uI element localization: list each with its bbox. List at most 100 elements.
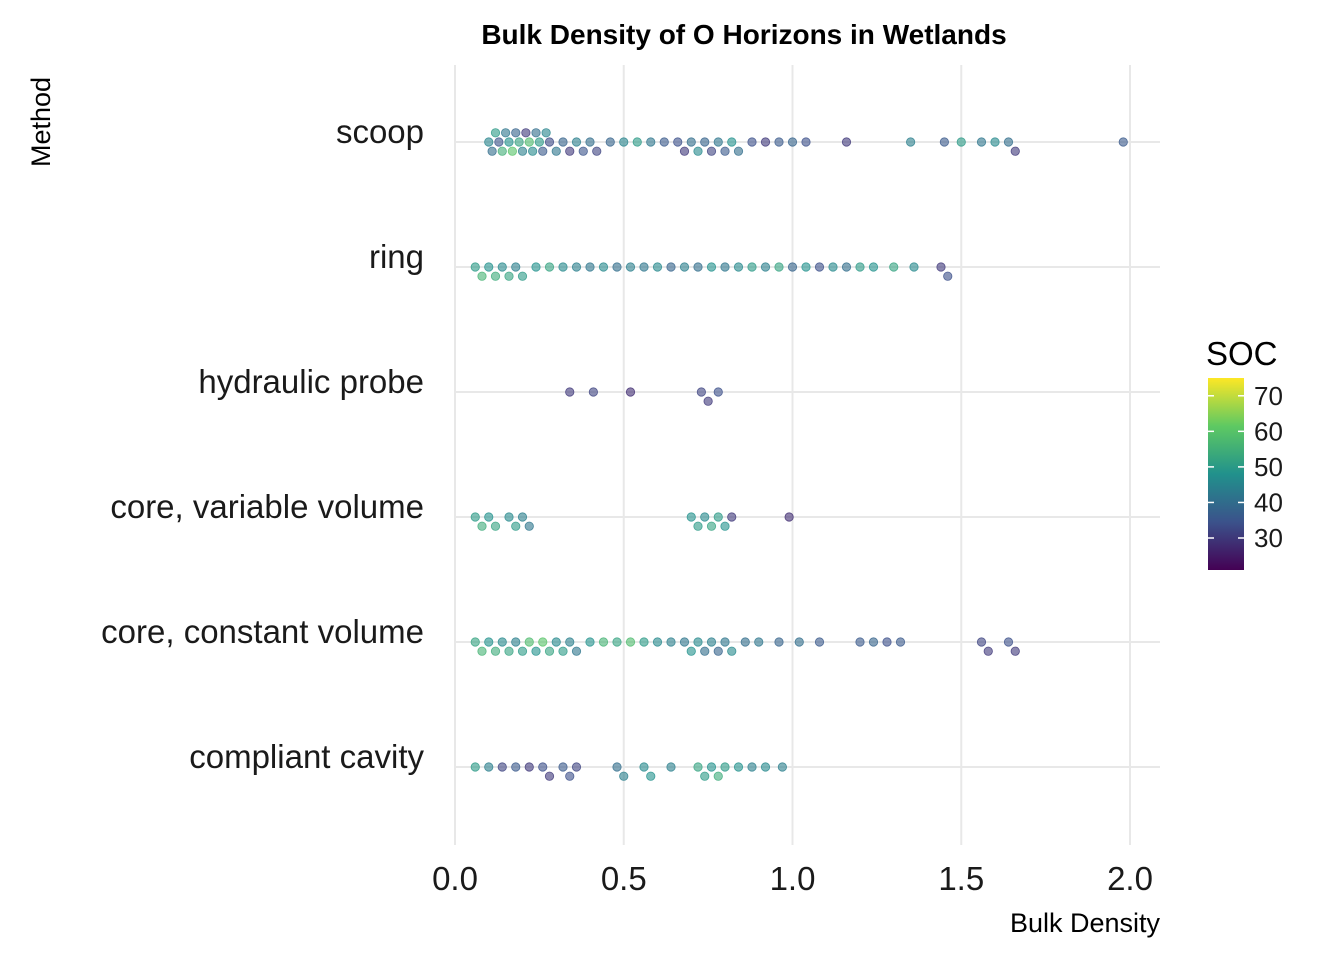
data-point — [501, 128, 511, 138]
data-point — [703, 396, 713, 406]
x-tick-label: 1.0 — [770, 860, 816, 897]
y-tick-label: core, constant volume — [101, 613, 424, 650]
data-point — [565, 771, 575, 781]
data-point — [565, 387, 575, 397]
data-point — [517, 646, 528, 656]
data-point — [740, 637, 750, 647]
data-point — [504, 137, 514, 147]
data-point — [504, 646, 514, 656]
data-point — [686, 512, 696, 522]
data-point — [484, 637, 494, 647]
data-point — [777, 762, 787, 772]
data-point — [585, 137, 595, 147]
data-point — [706, 262, 717, 272]
data-point — [801, 137, 811, 147]
x-tick-label: 2.0 — [1107, 860, 1153, 897]
data-point — [571, 646, 582, 656]
x-tick-label: 0.0 — [432, 860, 478, 897]
data-point — [713, 137, 723, 147]
data-point — [787, 262, 798, 272]
data-point — [588, 387, 598, 397]
data-point — [605, 137, 615, 147]
data-point — [727, 512, 737, 522]
y-tick-label: compliant cavity — [189, 738, 424, 775]
data-point — [470, 637, 480, 647]
data-point — [484, 512, 494, 522]
data-point — [538, 637, 548, 647]
data-point — [700, 137, 710, 147]
data-point — [1003, 637, 1014, 647]
data-point — [598, 262, 609, 272]
data-point — [585, 262, 595, 272]
data-point — [720, 762, 730, 772]
data-point — [524, 521, 534, 531]
data-point — [484, 762, 494, 772]
data-point — [534, 137, 544, 147]
data-point — [504, 512, 514, 522]
data-point — [477, 271, 487, 281]
data-point — [828, 262, 838, 272]
data-point — [882, 637, 892, 647]
data-point — [774, 637, 784, 647]
data-point — [558, 646, 568, 656]
data-point — [733, 146, 744, 156]
data-point — [484, 262, 494, 272]
data-point — [565, 637, 575, 647]
data-point — [507, 146, 517, 156]
data-point — [713, 646, 723, 656]
data-point — [720, 146, 730, 156]
data-point — [558, 762, 568, 772]
data-point — [1010, 146, 1020, 156]
data-point — [666, 637, 676, 647]
data-point — [558, 262, 568, 272]
data-point — [470, 762, 480, 772]
x-axis-label: Bulk Density — [1010, 908, 1161, 938]
data-point — [801, 262, 811, 272]
data-point — [686, 646, 696, 656]
data-point — [855, 637, 865, 647]
data-point — [666, 762, 676, 772]
data-point — [585, 637, 595, 647]
data-point — [679, 146, 690, 156]
data-point — [706, 762, 717, 772]
data-point — [868, 637, 879, 647]
data-point — [1010, 646, 1020, 656]
data-point — [497, 262, 507, 272]
gridlines — [454, 65, 1160, 845]
data-point — [521, 128, 531, 138]
data-point — [565, 146, 575, 156]
data-point — [713, 387, 723, 397]
data-point — [693, 146, 703, 156]
data-point — [720, 521, 730, 531]
data-point — [511, 262, 521, 272]
y-tick-label: scoop — [336, 113, 424, 150]
data-point — [720, 637, 730, 647]
x-tick-label: 1.5 — [938, 860, 984, 897]
data-point — [706, 521, 717, 531]
data-point — [511, 521, 521, 531]
data-point — [477, 646, 487, 656]
data-point — [747, 762, 757, 772]
data-point — [625, 637, 636, 647]
legend-ticks: 70 60 50 40 30 — [1208, 381, 1283, 553]
data-point — [531, 128, 541, 138]
data-point — [544, 771, 555, 781]
data-point — [524, 762, 534, 772]
data-point — [612, 637, 622, 647]
y-tick-labels: scoop ring hydraulic probe core, variable v… — [101, 113, 424, 775]
data-point — [652, 262, 663, 272]
data-point — [700, 512, 710, 522]
data-point — [659, 137, 669, 147]
data-point — [841, 262, 852, 272]
data-point — [906, 137, 916, 147]
data-point — [1003, 137, 1014, 147]
data-point — [470, 512, 480, 522]
data-point — [720, 262, 730, 272]
data-point — [511, 128, 521, 138]
data-point — [494, 137, 504, 147]
data-point — [983, 646, 993, 656]
data-point — [517, 512, 528, 522]
data-point — [528, 146, 538, 156]
data-point — [544, 137, 555, 147]
